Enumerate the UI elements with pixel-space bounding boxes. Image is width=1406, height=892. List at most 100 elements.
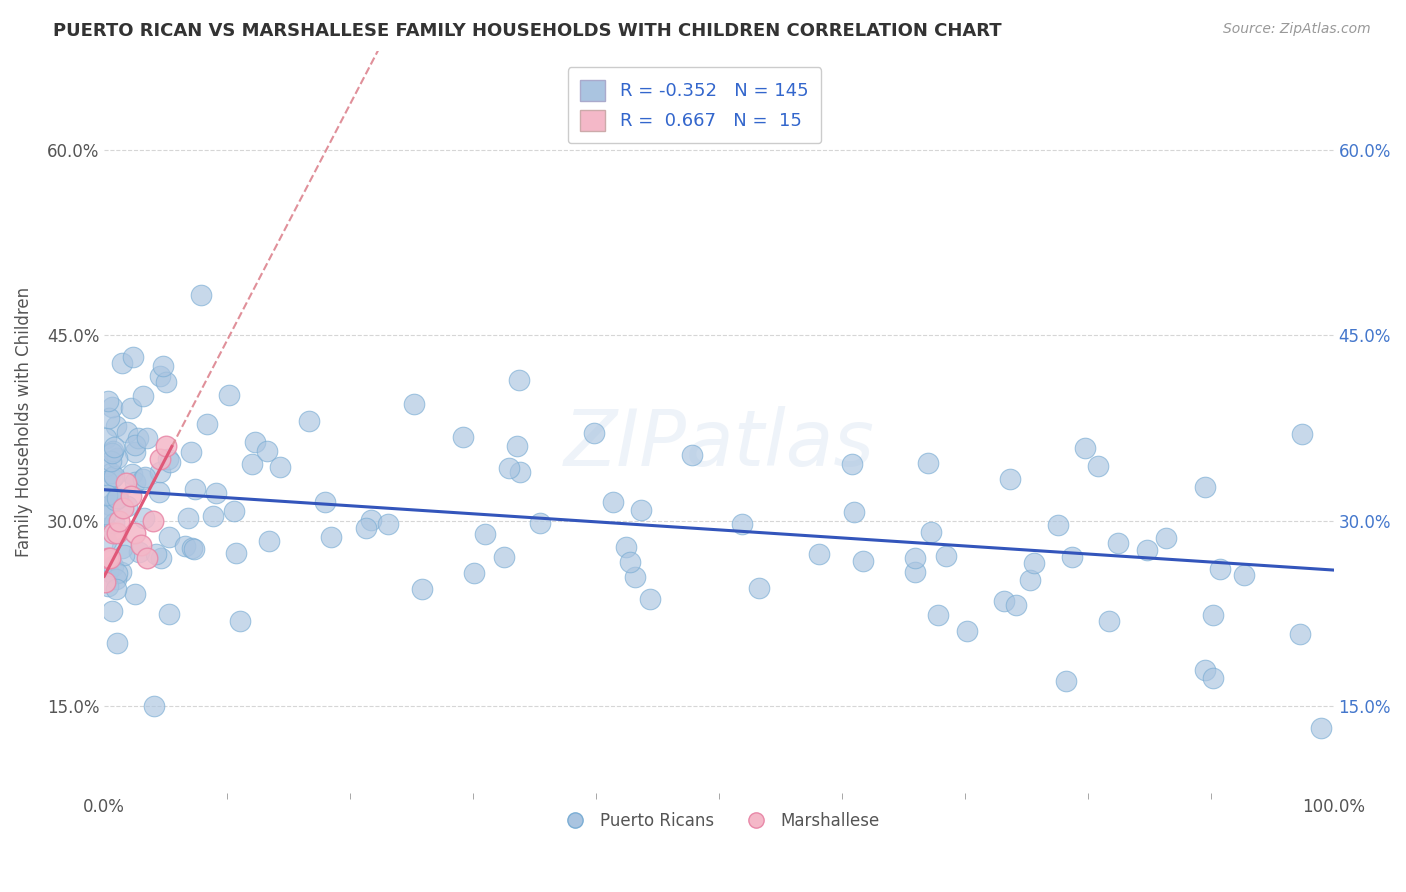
Point [100, 471, 122, 485]
Point [927, 608, 949, 623]
Point [97, 579, 120, 593]
Point [614, 540, 637, 554]
Point [240, 457, 263, 471]
Point [904, 565, 927, 579]
Point [582, 426, 605, 441]
Point [98, 499, 121, 513]
Point [105, 636, 128, 650]
Point [748, 582, 770, 596]
Point [205, 486, 228, 500]
Point [108, 514, 131, 528]
Point [1288, 627, 1310, 641]
Point [852, 554, 875, 568]
Point [107, 491, 129, 505]
Point [159, 455, 181, 469]
Point [127, 431, 149, 445]
Point [1024, 557, 1046, 571]
Point [110, 565, 132, 579]
Point [94, 459, 117, 474]
Y-axis label: Family Households with Children: Family Households with Children [15, 286, 32, 557]
Point [993, 593, 1015, 607]
Point [463, 566, 485, 581]
Point [131, 389, 153, 403]
Point [155, 439, 177, 453]
Point [956, 624, 979, 638]
Point [1291, 427, 1313, 442]
Point [97, 410, 120, 425]
Point [105, 572, 128, 586]
Point [256, 444, 278, 458]
Point [602, 495, 624, 509]
Point [844, 505, 866, 519]
Point [94, 509, 117, 524]
Point [506, 439, 529, 453]
Point [1107, 536, 1129, 550]
Point [100, 550, 122, 565]
Point [181, 541, 204, 555]
Point [157, 530, 180, 544]
Point [920, 525, 942, 540]
Point [917, 456, 939, 470]
Point [112, 548, 135, 562]
Text: PUERTO RICAN VS MARSHALLESE FAMILY HOUSEHOLDS WITH CHILDREN CORRELATION CHART: PUERTO RICAN VS MARSHALLESE FAMILY HOUSE… [53, 22, 1002, 40]
Point [402, 397, 425, 411]
Point [243, 434, 266, 449]
Point [508, 373, 530, 387]
Point [105, 450, 128, 465]
Point [124, 445, 146, 459]
Point [184, 482, 207, 496]
Point [101, 604, 124, 618]
Point [377, 517, 399, 532]
Point [103, 440, 125, 454]
Point [101, 559, 124, 574]
Point [105, 566, 128, 581]
Point [97, 550, 120, 565]
Point [124, 525, 146, 540]
Text: Source: ZipAtlas.com: Source: ZipAtlas.com [1223, 22, 1371, 37]
Point [101, 446, 124, 460]
Point [681, 448, 703, 462]
Point [190, 287, 212, 301]
Legend: Puerto Ricans, Marshallese: Puerto Ricans, Marshallese [551, 805, 886, 837]
Point [1202, 608, 1225, 623]
Point [115, 476, 138, 491]
Point [451, 430, 474, 444]
Point [96, 488, 118, 502]
Point [1046, 518, 1069, 533]
Point [100, 466, 122, 480]
Point [103, 468, 125, 483]
Point [807, 547, 830, 561]
Point [94, 575, 117, 590]
Point [94, 431, 117, 445]
Point [124, 475, 146, 489]
Point [157, 452, 180, 467]
Point [173, 539, 195, 553]
Point [143, 698, 166, 713]
Point [935, 549, 957, 564]
Point [115, 499, 138, 513]
Point [1309, 722, 1331, 736]
Point [1054, 673, 1077, 688]
Point [619, 555, 641, 569]
Point [269, 460, 291, 475]
Point [105, 525, 128, 540]
Point [124, 438, 146, 452]
Point [1136, 542, 1159, 557]
Text: ZIPatlas: ZIPatlas [564, 406, 875, 482]
Point [1005, 599, 1028, 613]
Point [177, 510, 200, 524]
Point [101, 443, 124, 458]
Point [94, 534, 117, 549]
Point [229, 614, 252, 628]
Point [97, 394, 120, 409]
Point [129, 538, 152, 552]
Point [120, 489, 142, 503]
Point [218, 388, 240, 402]
Point [120, 401, 142, 415]
Point [105, 582, 128, 596]
Point [1074, 441, 1097, 455]
Point [96, 474, 118, 488]
Point [257, 533, 280, 548]
Point [1154, 531, 1177, 545]
Point [145, 547, 167, 561]
